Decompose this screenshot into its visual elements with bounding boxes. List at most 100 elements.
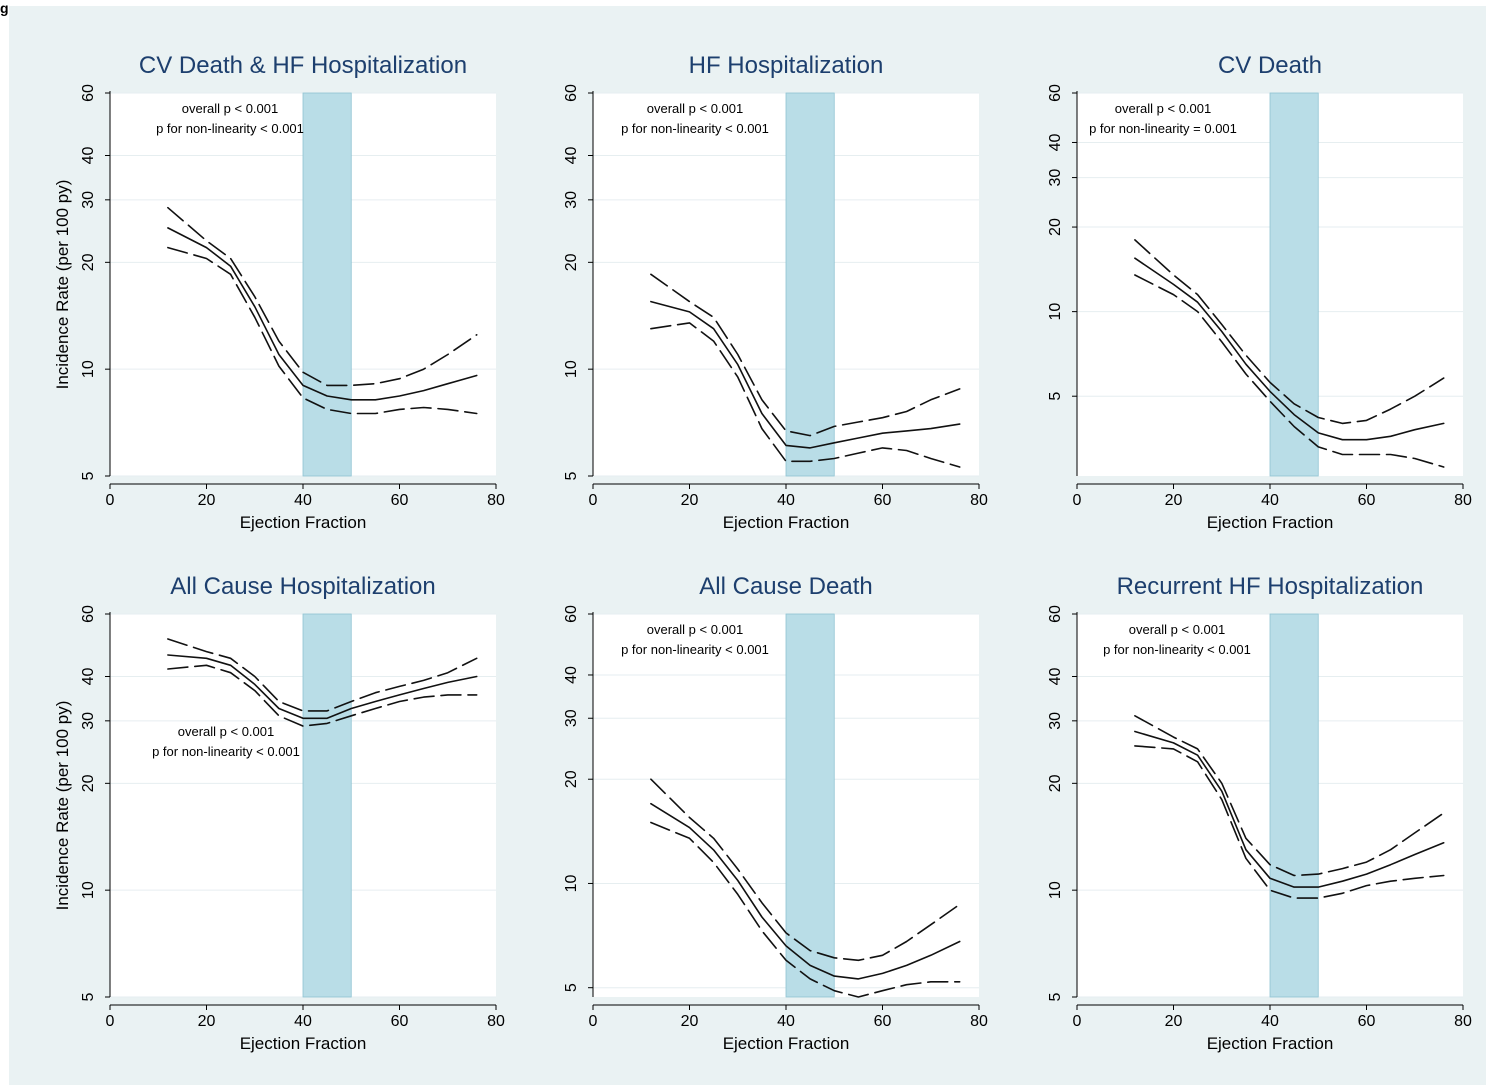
y-tick-label: 5 [1047,992,1064,1001]
x-tick-label: 60 [391,492,409,509]
y-tick-label: 20 [563,253,580,271]
p-value-annotation: overall p < 0.001 [1115,101,1211,116]
p-value-annotation: overall p < 0.001 [182,101,278,116]
x-axis-label: Ejection Fraction [240,1034,367,1053]
reference-band [302,92,352,477]
chart-title: All Cause Hospitalization [170,573,435,600]
x-tick-label: 0 [1073,1013,1082,1030]
chart-panel-5: 0 20 40 60 80 5 10 20 30 40 60 All Cause Death Eject… [563,573,988,1053]
x-axis-label: Ejection Fraction [240,513,367,532]
y-tick-label: 5 [563,471,580,480]
p-value-annotation: p for non-linearity < 0.001 [621,121,769,136]
confidence-bound-upper [650,778,961,962]
x-tick-label: 80 [970,492,988,509]
reference-band [1269,613,1319,998]
y-tick-label: 10 [1047,303,1064,321]
confidence-bound-upper [167,206,478,387]
x-tick-label: 40 [294,492,312,509]
x-tick-label: 60 [874,492,892,509]
reference-band [785,92,835,477]
y-tick-label: 60 [80,84,97,102]
y-tick-label: 10 [80,360,97,378]
confidence-bound-upper [1134,715,1445,877]
chart-title: HF Hospitalization [689,52,884,79]
x-tick-label: 80 [487,1013,505,1030]
x-tick-label: 0 [106,492,115,509]
x-tick-label: 60 [1358,492,1376,509]
chart-panel-3: 0 20 40 60 80 5 10 20 30 40 60 CV Death Ejection Fra… [1047,52,1472,532]
confidence-bound-lower [167,664,478,727]
y-tick-label: 40 [563,666,580,684]
x-tick-label: 0 [106,1013,115,1030]
y-tick-label: 40 [80,667,97,685]
y-tick-label: 30 [563,709,580,727]
y-tick-label: 5 [80,992,97,1001]
y-tick-label: 40 [1047,133,1064,151]
chart-panel-1: 0 20 40 60 80 5 10 20 30 40 60 CV Death & HF Hospit… [53,52,505,532]
y-axis-label: Incidence Rate (per 100 py) [53,701,72,911]
p-value-annotation: overall p < 0.001 [647,101,743,116]
confidence-bound-lower [650,821,961,998]
x-axis-label: Ejection Fraction [1207,513,1334,532]
y-tick-label: 10 [563,360,580,378]
y-tick-label: 40 [80,146,97,164]
x-tick-label: 40 [777,1013,795,1030]
y-tick-label: 60 [563,84,580,102]
y-tick-label: 30 [80,712,97,730]
x-axis-label: Ejection Fraction [723,1034,850,1053]
x-tick-label: 20 [1165,1013,1183,1030]
y-axis-label: Incidence Rate (per 100 py) [53,180,72,390]
y-tick-label: 5 [80,471,97,480]
p-value-annotation: p for non-linearity < 0.001 [156,121,304,136]
chart-panel-2: 0 20 40 60 80 5 10 20 30 40 60 HF Hospitalization Ej… [563,52,988,532]
x-tick-label: 40 [1261,1013,1279,1030]
y-tick-label: 60 [80,605,97,623]
x-tick-label: 80 [487,492,505,509]
confidence-bound-upper [650,273,961,437]
y-tick-label: 20 [80,253,97,271]
y-tick-label: 60 [1047,605,1064,623]
x-tick-label: 20 [1165,492,1183,509]
y-tick-label: 30 [563,191,580,209]
chart-title: Recurrent HF Hospitalization [1117,573,1424,600]
y-tick-label: 10 [563,874,580,892]
p-value-annotation: overall p < 0.001 [1129,622,1225,637]
y-tick-label: 20 [80,774,97,792]
x-tick-label: 40 [777,492,795,509]
chart-title: CV Death [1218,52,1322,79]
x-tick-label: 40 [294,1013,312,1030]
p-value-annotation: p for non-linearity < 0.001 [621,642,769,657]
y-tick-label: 60 [1047,84,1064,102]
x-tick-label: 20 [681,1013,699,1030]
p-value-annotation: overall p < 0.001 [647,622,743,637]
x-tick-label: 20 [681,492,699,509]
y-tick-label: 5 [563,983,580,992]
p-value-annotation: p for non-linearity < 0.001 [152,744,300,759]
x-tick-label: 60 [874,1013,892,1030]
y-tick-label: 30 [1047,712,1064,730]
x-tick-label: 60 [391,1013,409,1030]
estimate-line [650,802,961,980]
estimate-line [650,300,961,449]
reference-band [785,613,835,998]
p-value-annotation: overall p < 0.001 [178,724,274,739]
chart-title: All Cause Death [699,573,872,600]
x-tick-label: 0 [1073,492,1082,509]
y-tick-label: 40 [563,146,580,164]
confidence-bound-lower [1134,745,1445,899]
x-tick-label: 0 [589,1013,598,1030]
confidence-bound-lower [1134,274,1445,468]
p-value-annotation: p for non-linearity = 0.001 [1089,121,1237,136]
x-tick-label: 80 [1454,1013,1472,1030]
estimate-line [167,654,478,720]
y-tick-label: 10 [80,881,97,899]
x-tick-label: 20 [198,1013,216,1030]
confidence-bound-upper [167,638,478,712]
confidence-bound-lower [650,322,961,468]
x-axis-label: Ejection Fraction [723,513,850,532]
y-tick-label: 5 [1047,392,1064,401]
estimate-line [1134,257,1445,441]
y-tick-label: 60 [563,605,580,623]
chart-panel-4: 0 20 40 60 80 5 10 20 30 40 60 All Cause Hospitaliz… [53,573,505,1053]
